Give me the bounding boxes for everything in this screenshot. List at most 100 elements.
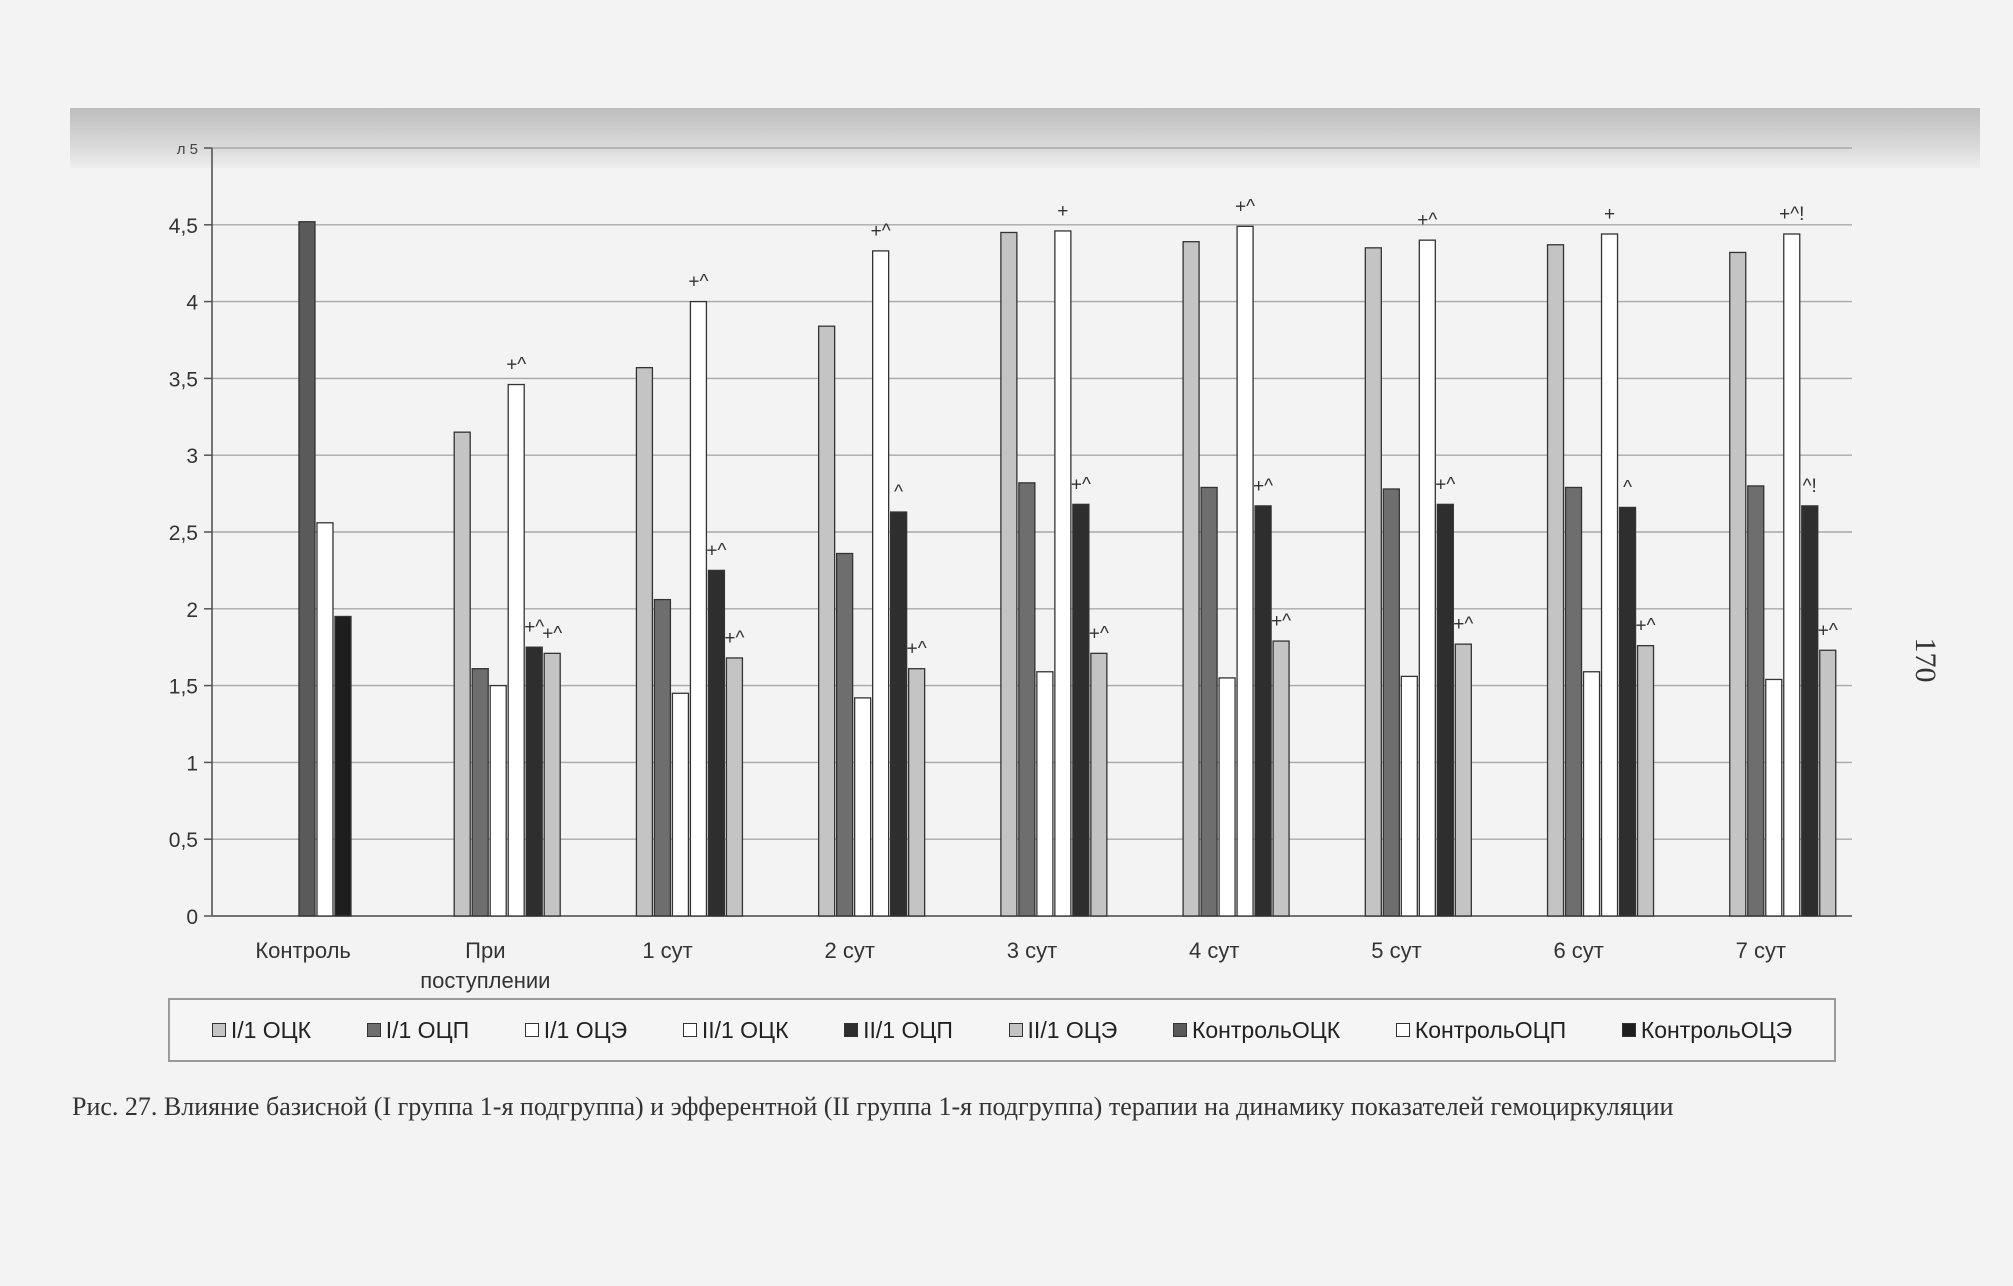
y-tick-label: 3,5 xyxy=(169,368,198,391)
x-category-label: 2 сут xyxy=(825,938,875,963)
bar xyxy=(707,569,726,917)
bar xyxy=(334,615,352,917)
significance-marker: +^ xyxy=(1453,614,1473,635)
figure-caption: Рис. 27. Влияние базисной (I группа 1-я … xyxy=(72,1092,1674,1121)
legend-swatch xyxy=(682,1023,697,1037)
bar xyxy=(507,383,525,917)
scan-shadow-band xyxy=(70,108,1980,168)
significance-marker: ^ xyxy=(894,482,903,503)
bar xyxy=(1729,251,1747,917)
legend-item: II/1 ОЦЭ xyxy=(1008,1016,1118,1044)
bar xyxy=(1054,230,1072,917)
y-tick-label: 4,5 xyxy=(169,215,198,238)
legend-item: II/1 ОЦК xyxy=(682,1016,789,1044)
bar xyxy=(489,684,507,917)
bar xyxy=(907,668,926,917)
bar xyxy=(1636,645,1655,917)
legend-swatch xyxy=(844,1023,859,1037)
legend-item: I/1 ОЦК xyxy=(211,1016,312,1044)
legend-label: II/1 ОЦЭ xyxy=(1027,1016,1118,1043)
bar xyxy=(889,511,908,917)
bar xyxy=(1182,241,1200,917)
bar xyxy=(853,697,872,917)
bar xyxy=(1200,486,1218,917)
bar xyxy=(1236,225,1254,917)
bar xyxy=(543,652,561,917)
bar xyxy=(1036,671,1054,917)
bar xyxy=(1564,486,1583,917)
bar xyxy=(1819,649,1837,917)
bar xyxy=(1090,652,1108,917)
legend-label: II/1 ОЦК xyxy=(701,1016,789,1043)
bar-chart: 0 0,5 1 1,5 2 2,5 3 3,5 4 4,5 л 5 Контроль При поступ… xyxy=(169,141,1852,993)
legend-swatch xyxy=(366,1023,381,1037)
significance-marker: +^ xyxy=(1636,616,1656,637)
bar xyxy=(1418,239,1436,917)
legend-item: I/1 ОЦП xyxy=(366,1017,469,1044)
bar xyxy=(1454,643,1472,917)
bar xyxy=(689,300,708,917)
legend-label: I/1 ОЦК xyxy=(230,1016,312,1043)
bar xyxy=(525,646,543,917)
bar xyxy=(1801,505,1819,917)
bar xyxy=(316,522,334,917)
y-tick-label: 3 xyxy=(186,445,198,468)
significance-marker: + xyxy=(1604,204,1615,225)
significance-marker: +^ xyxy=(1435,474,1455,495)
legend-swatch xyxy=(211,1023,226,1037)
chart-legend: I/1 ОЦК I/1 ОЦП I/1 ОЦЭ II/1 ОЦК II/1 ОЦП II/… xyxy=(168,998,1836,1062)
labels: 0 0,5 1 1,5 2 2,5 3 3,5 4 4,5 л 5 Контроль При поступ… xyxy=(169,141,1838,993)
page-number: 170 xyxy=(1909,637,1942,683)
legend-item: КонтрольОЦЭ xyxy=(1621,1016,1793,1044)
significance-marker: +^ xyxy=(524,617,544,638)
bar xyxy=(1600,233,1619,917)
x-category-label: 5 сут xyxy=(1371,938,1421,963)
x-category-label: При xyxy=(465,938,505,963)
significance-marker: ^! xyxy=(1803,476,1817,497)
legend-label: КонтрольОЦК xyxy=(1191,1016,1341,1043)
x-category-label: 7 сут xyxy=(1736,938,1786,963)
legend-label: КонтрольОЦП xyxy=(1414,1016,1567,1043)
x-category-label: 3 сут xyxy=(1007,938,1057,963)
bar xyxy=(1218,677,1236,917)
bar xyxy=(871,250,890,917)
bar xyxy=(453,431,471,917)
legend-item: I/1 ОЦЭ xyxy=(524,1017,627,1044)
y-tick-label: 2 xyxy=(186,599,198,622)
y-tick-label: 0 xyxy=(186,906,198,929)
y-tick-label: 1 xyxy=(186,752,198,775)
x-category-label: поступлении xyxy=(420,968,550,993)
bar xyxy=(1400,675,1418,917)
significance-marker: +^ xyxy=(1253,476,1273,497)
y-tick-label: 2,5 xyxy=(169,522,198,545)
bar xyxy=(1582,671,1601,917)
bar xyxy=(817,325,836,917)
legend-label: КонтрольОЦЭ xyxy=(1640,1016,1793,1043)
bar xyxy=(1618,506,1637,917)
legend-swatch xyxy=(524,1023,539,1037)
significance-marker: +^ xyxy=(724,628,744,649)
legend-swatch xyxy=(1395,1023,1410,1037)
x-category-label: 1 сут xyxy=(642,938,692,963)
significance-marker: +^! xyxy=(1779,204,1804,225)
significance-marker: +^ xyxy=(1235,196,1255,217)
significance-marker: +^ xyxy=(542,623,562,644)
bar xyxy=(1000,231,1018,917)
significance-marker: +^ xyxy=(688,272,708,293)
legend-label: II/1 ОЦП xyxy=(863,1016,953,1043)
bars xyxy=(298,221,1837,917)
significance-marker: + xyxy=(1057,201,1068,222)
legend-item: II/1 ОЦП xyxy=(844,1017,953,1044)
x-category-label: 6 сут xyxy=(1553,938,1603,963)
bar xyxy=(835,552,854,917)
bar xyxy=(1765,678,1783,917)
bar xyxy=(1382,488,1400,917)
significance-marker: +^ xyxy=(1071,474,1091,495)
x-category-label: Контроль xyxy=(255,938,351,963)
legend-swatch xyxy=(1008,1023,1023,1037)
significance-marker: +^ xyxy=(871,221,891,242)
bar xyxy=(725,657,744,917)
x-category-label: 4 сут xyxy=(1189,938,1239,963)
significance-marker: +^ xyxy=(907,639,927,660)
bar xyxy=(471,668,489,917)
